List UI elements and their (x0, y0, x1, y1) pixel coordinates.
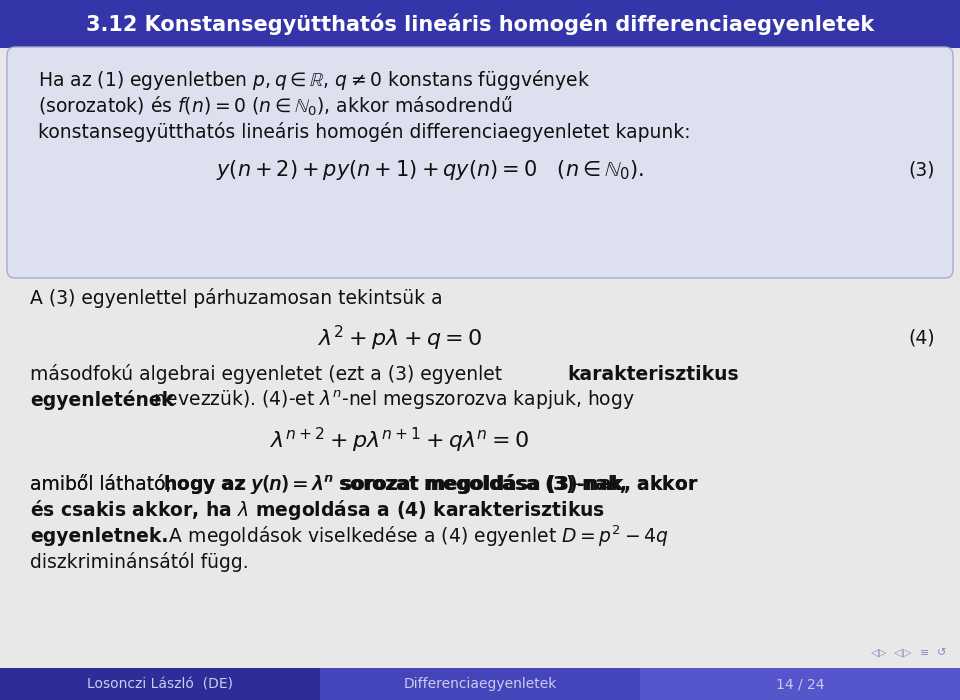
Text: és csakis akkor, ha $\lambda$ megoldása a (4) karakterisztikus: és csakis akkor, ha $\lambda$ megoldása … (30, 498, 605, 522)
Text: másodfokú algebrai egyenletet (ezt a (3) egyenlet: másodfokú algebrai egyenletet (ezt a (3)… (30, 364, 508, 384)
Text: diszkriminánsától függ.: diszkriminánsától függ. (30, 552, 249, 572)
Text: $\lambda^2 + p\lambda + q = 0$: $\lambda^2 + p\lambda + q = 0$ (318, 323, 482, 353)
Text: $\mathbf{hogy\ az}$ $y(n) = \lambda^n$ $\mathbf{sorozat\ megoldása\ (3)\text{-}n: $\mathbf{hogy\ az}$ $y(n) = \lambda^n$ $… (163, 472, 698, 496)
Text: konstansegyütthatós lineáris homogén differenciaegyenletet kapunk:: konstansegyütthatós lineáris homogén dif… (38, 122, 690, 142)
Text: $\triangleleft\!\!\triangleright\ \triangleleft\!\!\triangleright\ \equiv\ \circ: $\triangleleft\!\!\triangleright\ \trian… (870, 647, 948, 659)
Text: A (3) egyenlettel párhuzamosan tekintsük a: A (3) egyenlettel párhuzamosan tekintsük… (30, 288, 443, 308)
Text: (4): (4) (908, 328, 935, 347)
Bar (0, 668, 320, 700)
Text: Losonczi László  (DE): Losonczi László (DE) (87, 677, 233, 691)
Text: (3): (3) (908, 160, 935, 179)
Text: (sorozatok) és $f(n) = 0$ $(n \in \mathbb{N}_0)$, akkor másodrendű: (sorozatok) és $f(n) = 0$ $(n \in \mathb… (38, 94, 513, 118)
Bar (320, 668, 640, 700)
Text: Differenciaegyenletek: Differenciaegyenletek (403, 677, 557, 691)
Text: Ha az (1) egyenletben $p, q \in \mathbb{R}$, $q \neq 0$ konstans függvények: Ha az (1) egyenletben $p, q \in \mathbb{… (38, 68, 590, 92)
Text: 3.12 Konstansegyütthatós lineáris homogén differenciaegyenletek: 3.12 Konstansegyütthatós lineáris homogé… (85, 13, 875, 35)
Bar (0, 0, 960, 48)
Text: egyenletnek.: egyenletnek. (30, 526, 168, 545)
Text: hogy az $y(n) = \lambda^n$ sorozat megoldása (3)-nak, akkor: hogy az $y(n) = \lambda^n$ sorozat megol… (163, 472, 699, 496)
Bar (640, 668, 960, 700)
Text: amiből látható,: amiből látható, (30, 475, 178, 493)
Text: karakterisztikus: karakterisztikus (567, 365, 738, 384)
Text: $y(n+2) + py(n+1) + qy(n) = 0 \quad (n \in \mathbb{N}_0).$: $y(n+2) + py(n+1) + qy(n) = 0 \quad (n \… (216, 158, 644, 182)
Text: 14 / 24: 14 / 24 (776, 677, 825, 691)
Text: nevezzük). (4)-et $\lambda^n$-nel megszorozva kapjuk, hogy: nevezzük). (4)-et $\lambda^n$-nel megszo… (148, 389, 635, 412)
Text: egyenletének: egyenletének (30, 390, 174, 410)
FancyBboxPatch shape (7, 47, 953, 278)
Text: $\lambda^{n+2} + p\lambda^{n+1} + q\lambda^n = 0$: $\lambda^{n+2} + p\lambda^{n+1} + q\lamb… (271, 426, 530, 454)
Text: A megoldások viselkedése a (4) egyenlet $D = p^2 - 4q$: A megoldások viselkedése a (4) egyenlet … (163, 524, 669, 549)
Text: amiből látható,: amiből látható, (30, 475, 178, 493)
